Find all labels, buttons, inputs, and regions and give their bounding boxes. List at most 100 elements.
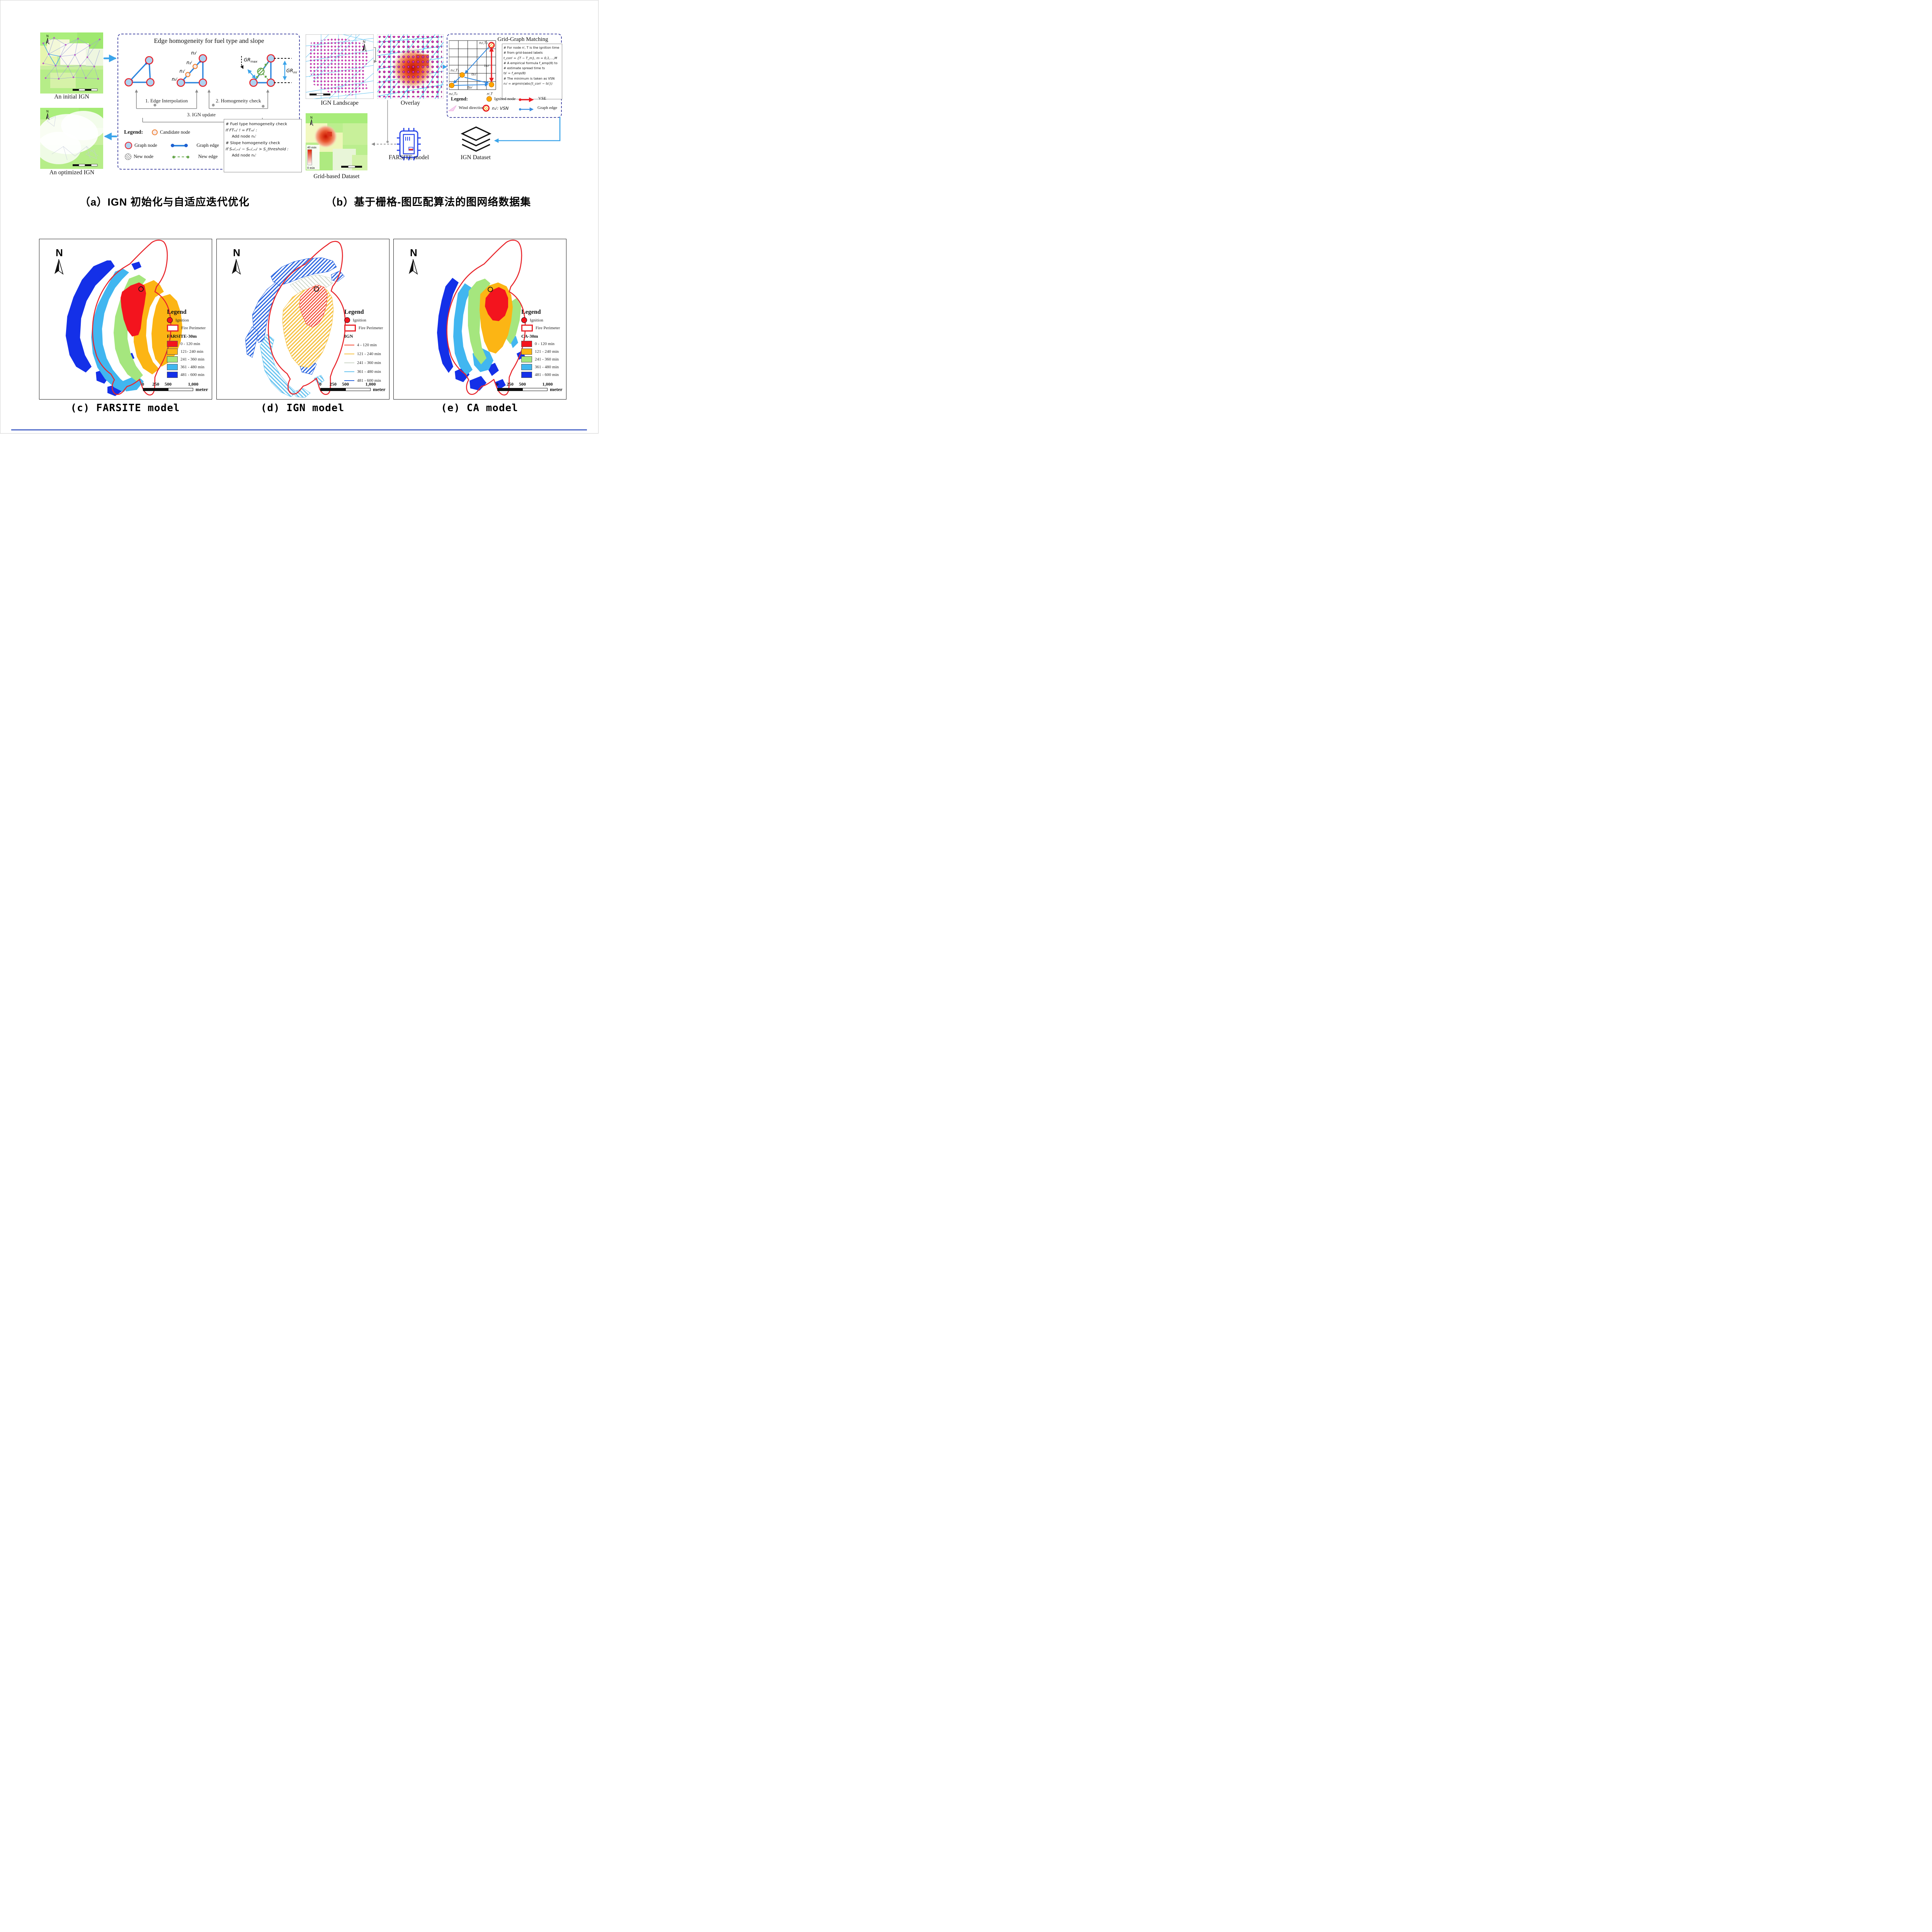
legend-a-newnode-row: New node New edge (125, 153, 218, 160)
edge-homogeneity-box (117, 34, 300, 170)
ignition-point (488, 287, 493, 292)
vsn-node-icon (483, 105, 490, 112)
ignition-label: Ignition (353, 318, 366, 323)
class-swatch (521, 349, 532, 355)
north-arrow-icon: N (46, 34, 49, 45)
code-line: # Slope homogeneity check (226, 141, 280, 145)
ign-landscape-label: IGN Landscape (321, 100, 359, 106)
legend-title: Legend (344, 309, 364, 315)
graph-edge-icon (170, 144, 188, 147)
code-line: n₂ⁱ = argmin(abs{t_conⁱ − tsⁱ}) (503, 81, 553, 85)
caption-e: (e) CA model (441, 402, 518, 414)
map-farsite-scalebar: 0 250 500 1,000 meter (142, 381, 209, 393)
legend-a-title: Legend: (124, 129, 143, 135)
map-farsite: N Legend Ignition Fire Perimeter FARSITE… (39, 239, 212, 400)
vsn-label: n₂ⁱ: VSN (492, 105, 509, 111)
class-label: 361 - 480 min (180, 365, 205, 369)
grid-label-n2t2: n₂ⁱ,T₂ (479, 41, 488, 45)
map-ign-scalebar: 0 250 500 1,000 meter (319, 381, 386, 393)
north-letter: N (363, 40, 366, 44)
fire-perimeter-icon (521, 325, 533, 332)
class-line (344, 371, 354, 372)
class-swatch (167, 364, 178, 370)
legend-b-graphedge-row: Graph edge (537, 105, 557, 110)
scale-tick: 250 (330, 381, 337, 387)
gr-max-label: GRmax (244, 57, 257, 63)
north-letter: N (410, 247, 417, 259)
optimized-ign-label: An optimized IGN (49, 169, 95, 176)
class-swatch (167, 349, 178, 355)
grid-dataset-label: Grid-based Dataset (313, 173, 360, 180)
class-label: 4 - 120 min (357, 343, 377, 347)
class-line (344, 353, 354, 355)
ignited-node (459, 72, 465, 78)
ignition-point (314, 286, 319, 292)
graph-node (146, 78, 155, 87)
grid-label-n0t0: n₀ⁱ,T₀ (449, 92, 457, 96)
wind-direction-icon (448, 105, 457, 111)
north-letter: N (233, 247, 240, 259)
ignition-label: Ignition (530, 318, 543, 323)
step-3-label: 3. IGN update (187, 112, 216, 117)
grid-label-ts0: ts₀ⁱ (468, 86, 473, 90)
class-label: 241 - 360 min (180, 357, 205, 362)
colorbar-top-label: 40 min (307, 145, 317, 149)
fire-perimeter-outline (268, 241, 346, 395)
graph-node-icon (125, 142, 132, 149)
scale-tick: 500 (519, 381, 526, 387)
node-label-n3: n₃ⁱ (191, 50, 197, 56)
code-line: # Fuel type homogeneity check (226, 122, 287, 126)
caption-c: (c) FARSITE model (70, 402, 180, 414)
map-ign: N Legend Ignition Fire Perimeter IGN 4 -… (216, 239, 389, 400)
code-line: Add node n₁ⁱ (232, 134, 256, 139)
class-swatch (521, 364, 532, 370)
scale-tick: 250 (152, 381, 159, 387)
fire-perimeter-outline (446, 240, 526, 396)
node-label-n1: n₁ⁱ (179, 68, 185, 74)
ignited-node (489, 82, 494, 87)
series-title: FARSITE-30m (167, 333, 197, 339)
legend-b-vsn-row: n₂ⁱ: VSN (483, 105, 509, 112)
class-swatch (167, 372, 178, 378)
scale-tick: 1,000 (542, 381, 553, 387)
new-edge-label: New edge (198, 154, 218, 159)
homogeneity-code-box: # Fuel type homogeneity check If FTₙ₁ⁱ !… (224, 119, 302, 172)
class-label: 361 - 480 min (357, 369, 381, 374)
candidate-node (185, 72, 190, 77)
figure-page: N An initial IGN (0, 0, 599, 434)
class-line (344, 362, 354, 364)
series-title: IGN (344, 333, 353, 339)
colorbar-bottom-label: 0 min (307, 166, 315, 170)
grid-dataset-image: N 40 min 0 min (306, 113, 367, 170)
legend-title: Legend (521, 309, 541, 315)
graph-edge-b-label: Graph edge (537, 105, 558, 110)
initial-ign-label: An initial IGN (54, 94, 89, 100)
ignition-icon (521, 317, 527, 323)
legend-b-title: Legend: (451, 96, 468, 102)
grid-label-n1t1: n₁ⁱ,T₁ (451, 69, 459, 73)
fire-perimeter-label: Fire Perimeter (536, 326, 560, 330)
map-ign-legend: Legend Ignition Fire Perimeter IGN 4 - 1… (344, 309, 388, 383)
legend-a-graphnode-row: Graph node Graph edge (125, 142, 219, 149)
class-label: 241 - 360 min (357, 361, 381, 365)
grid-label-ts2: ts₂ⁱ (484, 64, 489, 68)
grid-label-nt: nⁱ,T (487, 92, 493, 96)
grid-graph-matching-title: Grid-Graph Matching (497, 36, 548, 43)
farsite-fire-regions (66, 260, 182, 396)
wind-direction-label: Wind direction (459, 105, 484, 110)
colorbar (307, 149, 312, 165)
step-1-label: 1. Edge Interpolation (145, 98, 188, 104)
ign-landscape-image: N (306, 34, 374, 99)
map-ca-legend: Legend Ignition Fire Perimeter CA-30m 0 … (521, 309, 565, 378)
class-label: 481 - 600 min (357, 378, 381, 383)
new-node (257, 68, 265, 75)
gr-min-label: GRmin (286, 68, 297, 74)
series-title: CA-30m (521, 333, 538, 339)
scale-tick: 0 (496, 381, 498, 387)
mini-scalebar (310, 93, 330, 96)
map-farsite-legend: Legend Ignition Fire Perimeter FARSITE-3… (167, 309, 210, 378)
ignited-node (449, 83, 454, 88)
vse-label: VSE (538, 96, 546, 101)
ignited-node-label: Ignited node (494, 97, 516, 101)
code-line: tsⁱ = f_emp(θ) (503, 71, 526, 75)
